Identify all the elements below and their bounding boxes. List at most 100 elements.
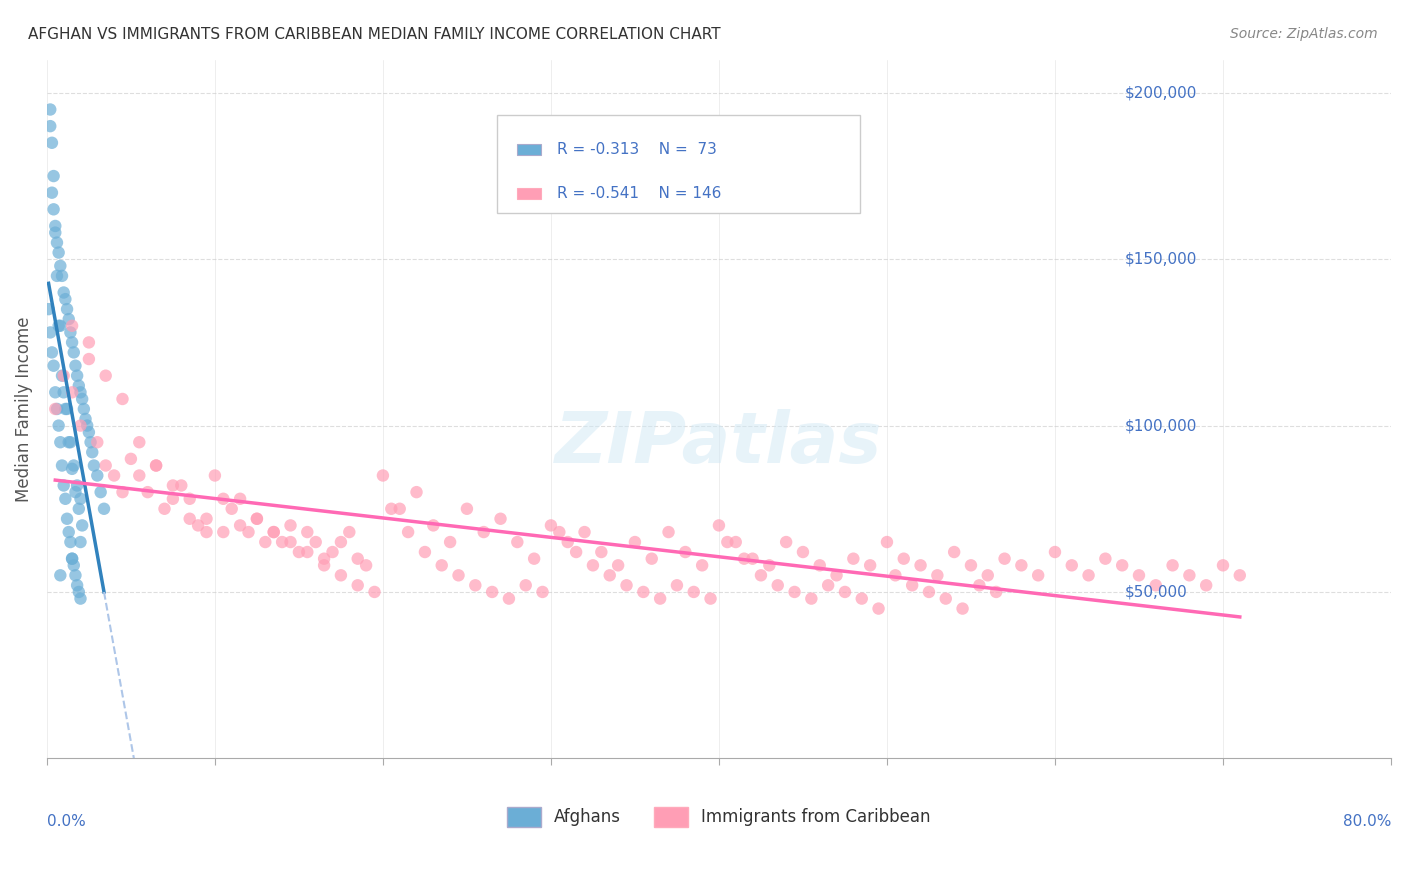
Point — [1094, 551, 1116, 566]
Point — [195, 524, 218, 539]
Point — [952, 601, 974, 615]
Point — [56, 512, 79, 526]
Point — [766, 578, 789, 592]
Point — [1128, 568, 1150, 582]
Point — [153, 501, 176, 516]
Point — [111, 392, 134, 406]
Point — [70, 518, 93, 533]
Point — [48, 418, 70, 433]
Text: R = -0.313    N =  73: R = -0.313 N = 73 — [557, 142, 717, 157]
Point — [187, 518, 209, 533]
Point — [935, 591, 957, 606]
Point — [103, 468, 125, 483]
Point — [329, 568, 352, 582]
Text: 0.0%: 0.0% — [46, 814, 86, 830]
Y-axis label: Median Family Income: Median Family Income — [15, 316, 32, 501]
Text: $200,000: $200,000 — [1125, 86, 1198, 101]
Point — [62, 558, 84, 573]
Point — [77, 425, 100, 440]
Point — [633, 585, 655, 599]
Point — [39, 326, 62, 340]
Point — [1010, 558, 1032, 573]
Point — [960, 558, 983, 573]
Point — [128, 468, 150, 483]
Point — [83, 458, 105, 473]
Point — [204, 468, 226, 483]
Point — [1178, 568, 1201, 582]
Point — [136, 485, 159, 500]
Point — [77, 335, 100, 350]
Point — [280, 535, 302, 549]
Point — [506, 535, 529, 549]
Point — [60, 462, 83, 476]
Point — [86, 435, 108, 450]
Point — [60, 318, 83, 333]
Point — [77, 352, 100, 367]
Point — [1026, 568, 1049, 582]
Point — [918, 585, 941, 599]
Text: $150,000: $150,000 — [1125, 252, 1198, 267]
Point — [624, 535, 647, 549]
Text: 80.0%: 80.0% — [1343, 814, 1391, 830]
Point — [93, 501, 115, 516]
Point — [447, 568, 470, 582]
Point — [254, 535, 277, 549]
Point — [456, 501, 478, 516]
Point — [943, 545, 966, 559]
Point — [60, 385, 83, 400]
Point — [128, 435, 150, 450]
Point — [749, 568, 772, 582]
Point — [498, 591, 520, 606]
Point — [76, 418, 98, 433]
Point — [565, 545, 588, 559]
Point — [682, 585, 704, 599]
Point — [44, 219, 66, 233]
Point — [59, 535, 82, 549]
Point — [741, 551, 763, 566]
Point — [271, 535, 294, 549]
Point — [120, 451, 142, 466]
Point — [79, 435, 101, 450]
FancyBboxPatch shape — [517, 188, 541, 199]
Point — [1229, 568, 1251, 582]
Point — [464, 578, 486, 592]
Point — [49, 259, 72, 273]
Point — [82, 445, 104, 459]
Point — [1161, 558, 1184, 573]
Point — [733, 551, 755, 566]
Point — [69, 491, 91, 506]
Point — [910, 558, 932, 573]
Point — [52, 478, 75, 492]
Point — [800, 591, 823, 606]
Point — [145, 458, 167, 473]
Point — [673, 545, 696, 559]
Point — [297, 545, 319, 559]
Point — [59, 435, 82, 450]
Point — [67, 501, 90, 516]
Point — [39, 119, 62, 133]
Point — [650, 591, 672, 606]
Point — [48, 245, 70, 260]
Point — [363, 585, 385, 599]
Point — [56, 302, 79, 317]
Point — [977, 568, 1000, 582]
Point — [51, 458, 73, 473]
Point — [901, 578, 924, 592]
Point — [67, 585, 90, 599]
Point — [876, 535, 898, 549]
Point — [616, 578, 638, 592]
Point — [969, 578, 991, 592]
Point — [90, 485, 112, 500]
Point — [439, 535, 461, 549]
Point — [280, 518, 302, 533]
Point — [70, 392, 93, 406]
Point — [263, 524, 285, 539]
Point — [657, 524, 679, 539]
Point — [707, 518, 730, 533]
Point — [162, 478, 184, 492]
Text: R = -0.541    N = 146: R = -0.541 N = 146 — [557, 186, 721, 201]
Point — [179, 512, 201, 526]
Point — [58, 312, 80, 326]
Point — [48, 318, 70, 333]
Point — [59, 326, 82, 340]
